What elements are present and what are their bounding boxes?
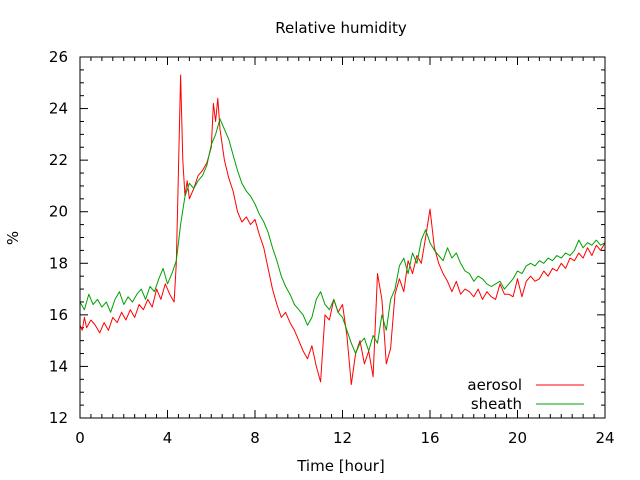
axis-ticks [79,56,606,419]
y-tick-label: 24 [49,100,68,118]
x-tick-label: 16 [420,429,439,447]
y-tick-label: 20 [49,203,68,221]
legend-label-aerosol: aerosol [467,376,522,394]
chart-title: Relative humidity [275,19,407,37]
series-line-sheath [79,118,606,354]
series-line-aerosol [79,74,606,385]
y-tick-label: 12 [49,409,68,427]
x-tick-label: 20 [508,429,527,447]
y-tick-label: 22 [49,151,68,169]
y-tick-label: 14 [49,357,68,375]
y-tick-label: 16 [49,306,68,324]
legend-label-sheath: sheath [471,395,522,413]
x-tick-label: 0 [75,429,85,447]
x-axis-label: Time [hour] [296,457,385,475]
x-tick-label: 24 [595,429,614,447]
axis-tick-labels: 0 4 8 12 16 20 24 12 14 16 18 20 22 24 26 [49,48,615,447]
y-axis-label: % [4,231,22,245]
x-tick-label: 8 [250,429,260,447]
x-tick-label: 12 [333,429,352,447]
y-tick-label: 26 [49,48,68,66]
series-lines [79,74,606,385]
x-tick-label: 4 [163,429,173,447]
y-tick-label: 18 [49,254,68,272]
plot-frame [79,56,606,419]
